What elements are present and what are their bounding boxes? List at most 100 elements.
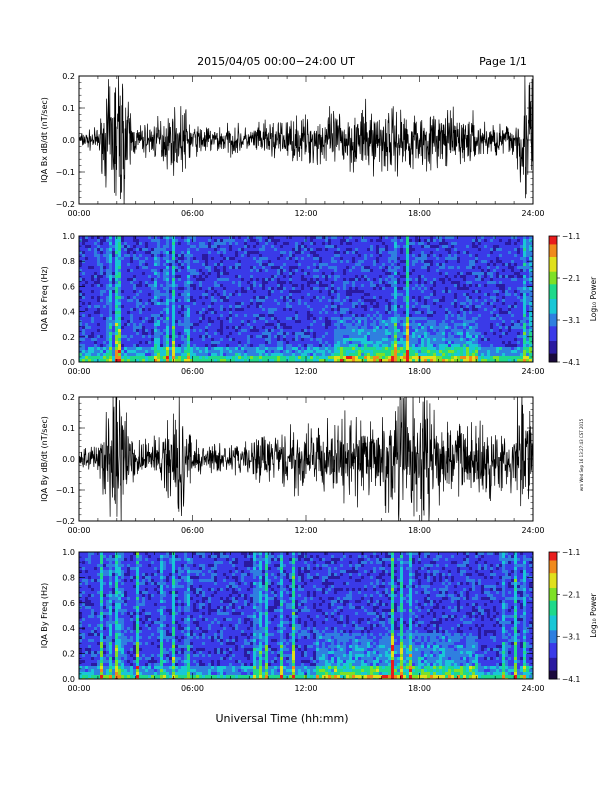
spectrogram-cell [235,320,239,324]
spectrogram-cell [382,293,386,297]
spectrogram-cell [220,332,224,336]
series-trace [79,76,533,204]
spectrogram-cell [208,323,212,327]
spectrogram-cell [136,344,140,348]
spectrogram-cell [190,341,194,345]
spectrogram-cell [142,275,146,279]
spectrogram-cell [88,332,92,336]
spectrogram-cell [310,314,314,318]
spectrogram-cell [151,302,155,306]
spectrogram-cell [106,263,110,267]
spectrogram-cell [199,269,203,273]
spectrogram-cell [88,284,92,288]
spectrogram-cell [349,314,353,318]
spectrogram-cell [97,272,101,276]
spectrogram-cell [178,332,182,336]
spectrogram-cell [406,248,410,252]
spectrogram-cell [148,275,152,279]
spectrogram-cell [280,242,284,246]
spectrogram-cell [229,335,233,339]
spectrogram-cell [265,305,269,309]
spectrogram-cell [343,275,347,279]
spectrogram-cell [121,329,125,333]
spectrogram-cell [175,269,179,273]
spectrogram-cell [217,320,221,324]
spectrogram-cell [415,329,419,333]
spectrogram-cell [94,284,98,288]
spectrogram-cell [337,338,341,342]
spectrogram-cell [256,314,260,318]
spectrogram-cell [109,302,113,306]
spectrogram-cell [316,332,320,336]
spectrogram-cell [136,323,140,327]
spectrogram-cell [259,245,263,249]
spectrogram-cell [394,359,398,363]
spectrogram-cell [154,242,158,246]
spectrogram-cell [103,332,107,336]
spectrogram-cell [220,359,224,363]
spectrogram-cell [196,338,200,342]
spectrogram-cell [136,347,140,351]
spectrogram-cell [364,245,368,249]
spectrogram-cell [220,317,224,321]
spectrogram-cell [283,275,287,279]
spectrogram-cell [406,299,410,303]
spectrogram-cell [319,293,323,297]
spectrogram-cell [85,242,89,246]
spectrogram-cell [394,281,398,285]
spectrogram-cell [352,323,356,327]
spectrogram-cell [316,242,320,246]
spectrogram-cell [166,296,170,300]
spectrogram-cell [196,272,200,276]
spectrogram-cell [271,278,275,282]
spectrogram-cell [301,317,305,321]
spectrogram-cell [214,305,218,309]
spectrogram-cell [256,329,260,333]
spectrogram-cell [388,293,392,297]
spectrogram-cell [373,308,377,312]
spectrogram-cell [256,293,260,297]
spectrogram-cell [133,296,137,300]
spectrogram-cell [100,290,104,294]
spectrogram-cell [121,245,125,249]
spectrogram-cell [82,302,86,306]
spectrogram-cell [226,350,230,354]
spectrogram-cell [421,284,425,288]
spectrogram-cell [409,308,413,312]
spectrogram-cell [427,248,431,252]
spectrogram-cell [373,326,377,330]
spectrogram-cell [298,356,302,360]
spectrogram-cell [139,332,143,336]
spectrogram-cell [133,254,137,258]
spectrogram-cell [178,347,182,351]
spectrogram-cell [94,317,98,321]
spectrogram-cell [289,323,293,327]
spectrogram-cell [334,299,338,303]
spectrogram-cell [346,314,350,318]
spectrogram-cell [133,272,137,276]
spectrogram-cell [307,254,311,258]
spectrogram-cell [247,293,251,297]
spectrogram-cell [355,257,359,261]
spectrogram-cell [181,302,185,306]
spectrogram-cell [388,245,392,249]
spectrogram-cell [166,341,170,345]
spectrogram-cell [274,302,278,306]
spectrogram-cell [196,275,200,279]
spectrogram-cell [403,251,407,255]
spectrogram-cell [220,338,224,342]
spectrogram-cell [115,281,119,285]
spectrogram-cell [178,245,182,249]
spectrogram-cell [202,335,206,339]
spectrogram-cell [259,329,263,333]
spectrogram-cell [409,278,413,282]
spectrogram-cell [364,356,368,360]
spectrogram-cell [124,275,128,279]
spectrogram-cell [346,254,350,258]
spectrogram-cell [295,299,299,303]
spectrogram-cell [91,323,95,327]
spectrogram-cell [103,338,107,342]
spectrogram-cell [187,341,191,345]
spectrogram-cell [418,290,422,294]
spectrogram-cell [151,236,155,240]
